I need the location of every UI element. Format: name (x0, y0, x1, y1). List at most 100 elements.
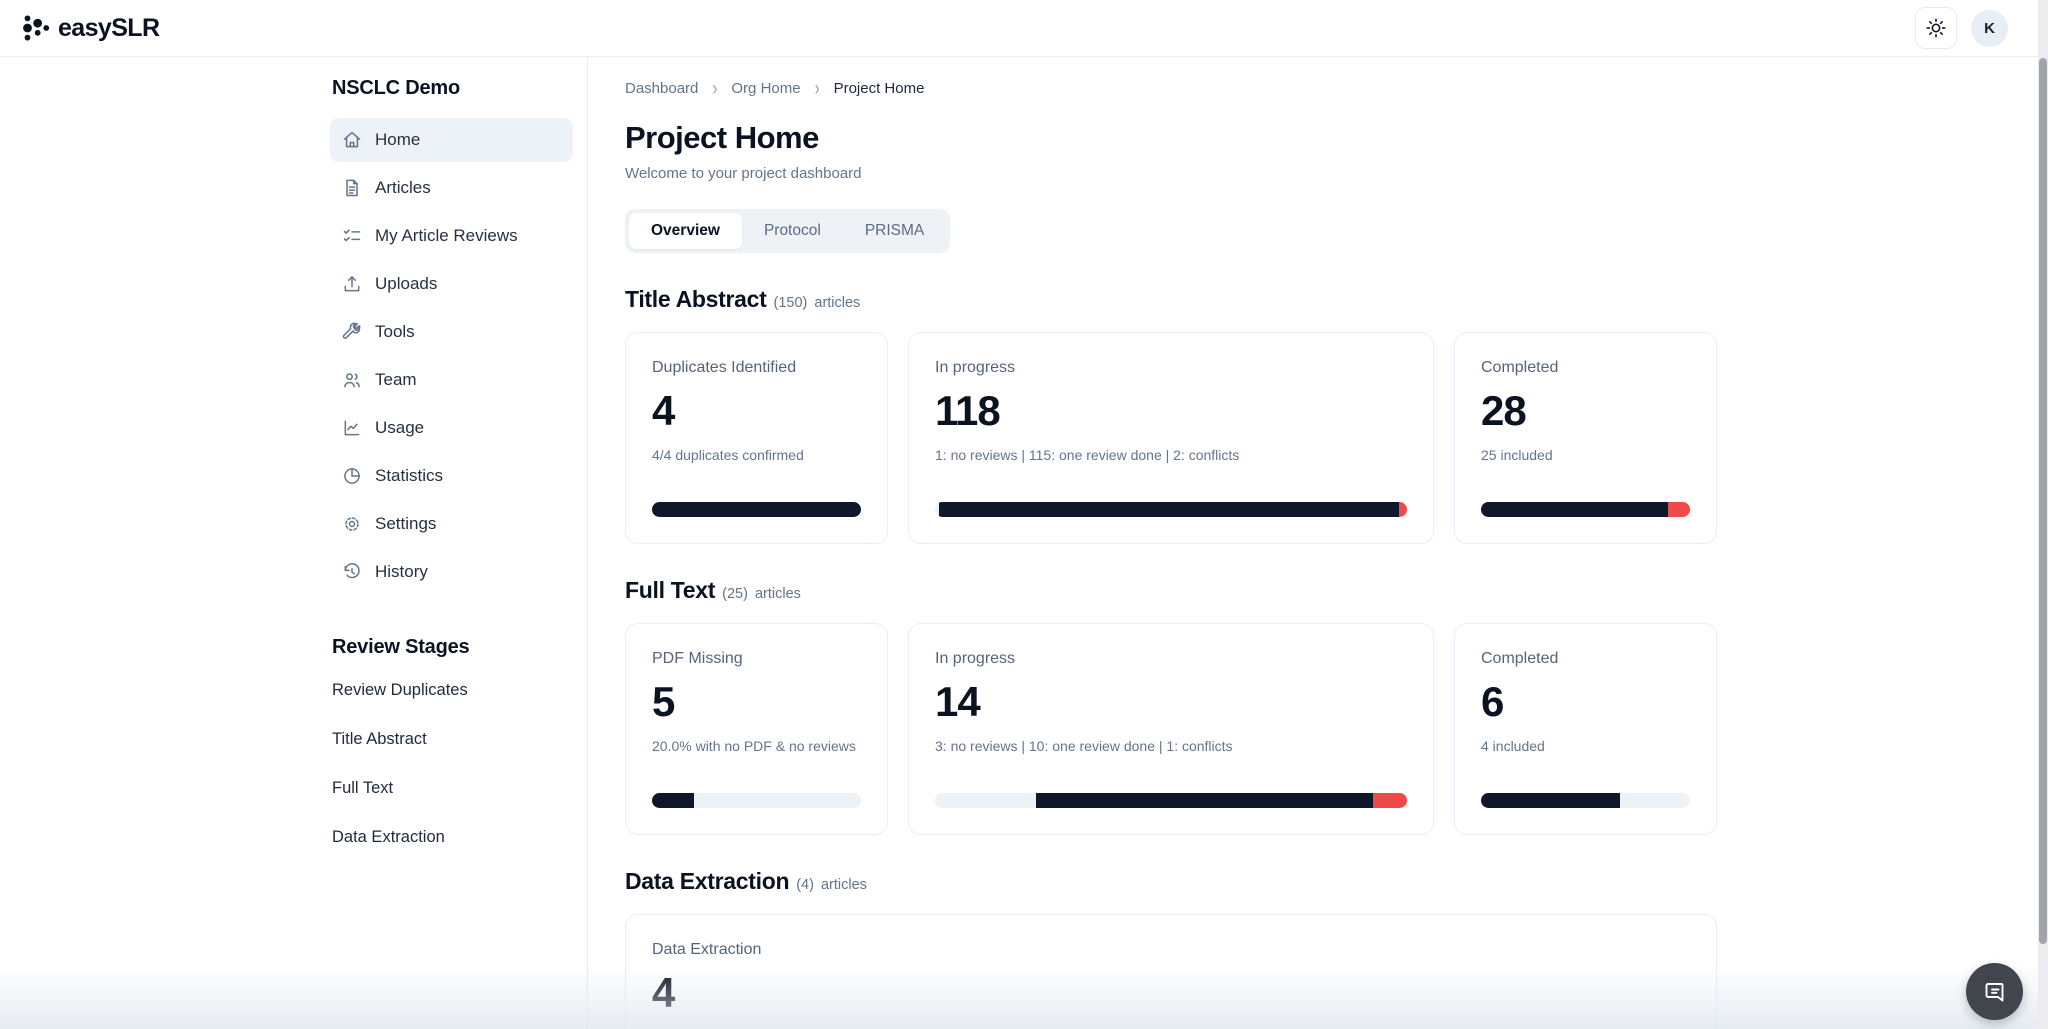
articles-icon (346, 179, 358, 197)
card-value: 28 (1481, 387, 1527, 434)
progress-segment-track (935, 502, 940, 517)
section-unit: articles (814, 295, 861, 311)
page-subtitle: Welcome to your project dashboard (625, 165, 862, 182)
sidebar-item-usage[interactable]: Usage (330, 406, 573, 450)
stage-item-review-duplicates[interactable]: Review Duplicates (332, 681, 468, 699)
stage-item-title-abstract[interactable]: Title Abstract (332, 730, 427, 748)
card-label: In progress (935, 359, 1016, 376)
breadcrumb-project-home: Project Home (833, 80, 925, 97)
progress-bar (1481, 502, 1690, 517)
theme-toggle-button[interactable] (1915, 7, 1957, 49)
sidebar-item-uploads[interactable]: Uploads (330, 262, 573, 306)
progress-segment-track (935, 793, 1036, 808)
section-count: (25) (722, 586, 748, 602)
card-subtext: 1: no reviews | 115: one review done | 2… (935, 447, 1240, 463)
card-full-text-in-progress[interactable]: In progress 14 3: no reviews | 10: one r… (908, 623, 1434, 835)
card-title-abstract-completed[interactable]: Completed 28 25 included (1454, 332, 1717, 544)
users-icon (344, 373, 360, 388)
card-duplicates-identified[interactable]: Duplicates Identified 4 4/4 duplicates c… (625, 332, 888, 544)
brand[interactable]: easySLR (20, 13, 160, 43)
sidebar-item-tools[interactable]: Tools (330, 310, 573, 354)
card-label: Completed (1481, 359, 1559, 376)
avatar-initial: K (1984, 19, 1995, 37)
stage-item-full-text[interactable]: Full Text (332, 779, 394, 797)
sidebar-item-label: Articles (375, 178, 431, 197)
progress-bar (652, 502, 861, 517)
breadcrumb-org-home[interactable]: Org Home (731, 80, 801, 97)
progress-segment-dark (939, 502, 1399, 517)
sidebar-item-label: Home (375, 130, 421, 149)
scrollbar-thumb[interactable] (2039, 58, 2047, 944)
tab-bar: Overview Protocol PRISMA (625, 209, 951, 253)
section-title: Title Abstract (625, 286, 767, 312)
sidebar-item-history[interactable]: History (330, 550, 573, 594)
card-value: 4 (652, 387, 675, 434)
section-count: (150) (773, 295, 808, 311)
section-title-abstract: Title Abstract (150) articles Duplicates… (625, 286, 1717, 544)
card-full-text-completed[interactable]: Completed 6 4 included (1454, 623, 1717, 835)
page-title: Project Home (625, 120, 819, 155)
history-icon (344, 563, 360, 579)
stage-item-data-extraction[interactable]: Data Extraction (332, 828, 445, 846)
chevron-right-icon: › (814, 76, 820, 101)
card-subtext: 3: no reviews | 10: one review done | 1:… (935, 738, 1233, 754)
sidebar-item-articles[interactable]: Articles (330, 166, 573, 210)
card-value: 4 (652, 969, 675, 1016)
user-avatar[interactable]: K (1971, 9, 2008, 47)
sidebar-item-label: Settings (375, 514, 437, 533)
progress-segment-dark (652, 502, 861, 517)
progress-bar (652, 793, 861, 808)
pie-chart-icon (344, 468, 360, 484)
card-subtext: 20.0% with no PDF & no reviews (652, 738, 856, 754)
progress-segment-red (1398, 502, 1407, 517)
sidebar-item-label: Tools (375, 322, 415, 341)
checklist-icon (343, 229, 361, 242)
scrollbar-track[interactable] (2038, 0, 2048, 1029)
section-title: Full Text (625, 577, 716, 603)
tab-protocol[interactable]: Protocol (763, 222, 821, 239)
card-value: 14 (935, 678, 981, 725)
progress-segment-dark (1481, 502, 1668, 517)
sidebar-item-label: Uploads (375, 274, 438, 293)
upload-icon (344, 276, 360, 292)
section-count: (4) (796, 877, 814, 893)
card-value: 6 (1481, 678, 1504, 725)
top-bar: easySLR K (0, 0, 2048, 57)
progress-bar (935, 793, 1407, 808)
chart-icon (344, 420, 360, 436)
card-subtext: 4/4 duplicates confirmed (652, 447, 804, 463)
tab-overview[interactable]: Overview (629, 213, 742, 249)
sidebar-item-label: Statistics (375, 466, 444, 485)
sidebar-item-team[interactable]: Team (330, 358, 573, 402)
tab-prisma[interactable]: PRISMA (864, 222, 925, 239)
progress-segment-dark (1481, 793, 1621, 808)
sidebar-item-my-article-reviews[interactable]: My Article Reviews (330, 214, 573, 258)
sidebar-item-home[interactable]: Home (330, 118, 573, 162)
breadcrumb: Dashboard › Org Home › Project Home (625, 77, 1717, 101)
sidebar-item-settings[interactable]: Settings (330, 502, 573, 546)
sidebar: NSCLC Demo Home Articles My Article Revi… (312, 57, 588, 1029)
easyslr-logo-icon (23, 15, 50, 41)
card-label: PDF Missing (652, 650, 743, 667)
card-pdf-missing[interactable]: PDF Missing 5 20.0% with no PDF & no rev… (625, 623, 888, 835)
card-subtext: 25 included (1481, 447, 1553, 463)
sidebar-item-label: Team (375, 370, 417, 389)
card-data-extraction[interactable]: Data Extraction 4 3: pending | 1: extrac… (625, 914, 1717, 1029)
chat-button[interactable] (1966, 963, 2023, 1020)
card-label: Completed (1481, 650, 1559, 667)
home-icon (343, 131, 361, 148)
card-label: Data Extraction (652, 941, 762, 958)
sidebar-item-label: History (375, 562, 428, 581)
card-value: 5 (652, 678, 675, 725)
main-content: Dashboard › Org Home › Project Home Proj… (625, 57, 1717, 1029)
card-label: In progress (935, 650, 1016, 667)
progress-bar (935, 502, 1407, 517)
section-unit: articles (754, 586, 801, 602)
progress-segment-dark (1036, 793, 1373, 808)
card-title-abstract-in-progress[interactable]: In progress 118 1: no reviews | 115: one… (908, 332, 1434, 544)
sidebar-item-label: My Article Reviews (375, 226, 518, 245)
sidebar-item-statistics[interactable]: Statistics (330, 454, 573, 498)
breadcrumb-dashboard[interactable]: Dashboard (625, 80, 699, 97)
progress-segment-red (1373, 793, 1407, 808)
progress-segment-red (1667, 502, 1690, 517)
